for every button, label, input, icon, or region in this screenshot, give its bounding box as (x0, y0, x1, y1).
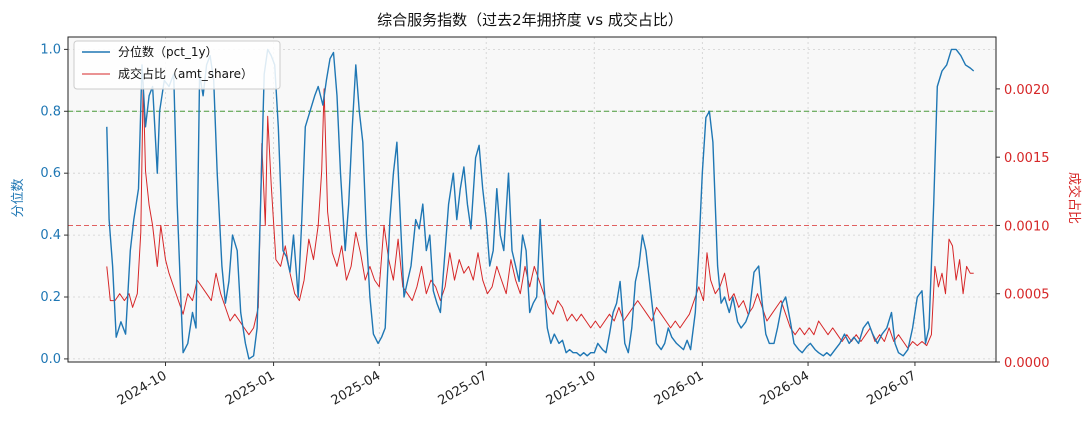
y-right-tick-label: 0.0000 (1004, 356, 1050, 371)
y-right-tick-label: 0.0020 (1004, 83, 1050, 98)
series-line-pct (106, 48, 975, 360)
x-tick-label: 2025-07 (436, 368, 491, 408)
x-tick-label: 2025-04 (329, 368, 384, 408)
y-left-tick-label: 0.0 (40, 352, 61, 367)
y-left-tick-label: 1.0 (40, 42, 61, 57)
y-right-tick-label: 0.0010 (1004, 219, 1050, 234)
legend: 分位数（pct_1y） 成交占比（amt_share） (73, 40, 281, 90)
series-line-amt-share (106, 81, 974, 349)
plot-frame (67, 36, 997, 363)
x-tick-label: 2024-10 (115, 368, 170, 408)
legend-box (73, 40, 281, 90)
x-tick-label: 2026-01 (652, 368, 707, 408)
y-left-tick-label: 0.2 (40, 290, 61, 305)
y-right-tick-label: 0.0005 (1004, 288, 1050, 303)
y-right-tick-label: 0.0015 (1004, 151, 1050, 166)
y-left-tick-label: 0.6 (40, 166, 61, 181)
x-tick-label: 2025-01 (223, 368, 278, 408)
chart-title: 综合服务指数（过去2年拥挤度 vs 成交占比） (377, 11, 683, 29)
y-axis-left-label: 分位数 (11, 178, 26, 217)
legend-label: 成交占比（amt_share） (118, 66, 253, 81)
x-tick-label: 2026-04 (758, 368, 813, 408)
x-tick-label: 2025-10 (544, 368, 599, 408)
x-tick-label: 2026-07 (864, 368, 919, 408)
legend-label: 分位数（pct_1y） (118, 44, 218, 59)
y-left-tick-label: 0.4 (40, 228, 61, 243)
y-axis-right-label: 成交占比 (1066, 172, 1082, 224)
y-left-tick-label: 0.8 (40, 104, 61, 119)
